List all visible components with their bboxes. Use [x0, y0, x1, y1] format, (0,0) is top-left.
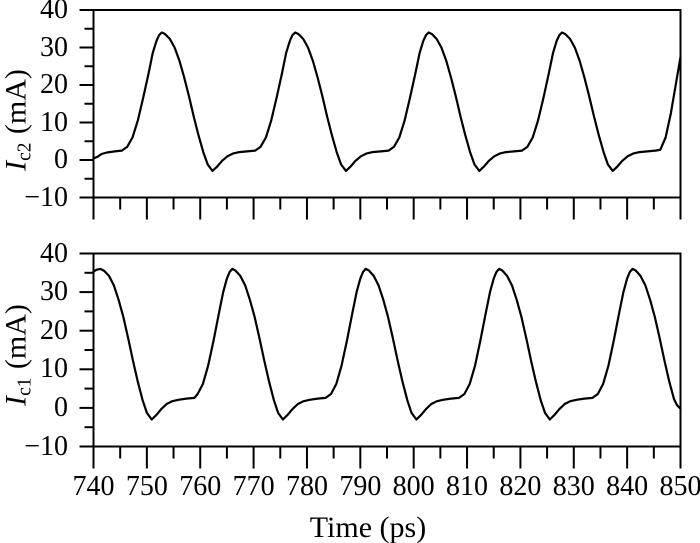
- y-tick-label-ic1: 40: [40, 237, 68, 269]
- y-tick-label-ic1: 10: [40, 353, 68, 385]
- y-tick-label-ic1: −10: [24, 430, 68, 462]
- y-tick-label-ic2: 10: [40, 106, 68, 138]
- x-tick-label: 810: [446, 471, 489, 502]
- x-tick-label: 740: [72, 471, 115, 502]
- y-tick-label-ic2: 20: [40, 69, 68, 100]
- y-tick-label-ic2: −10: [24, 181, 68, 213]
- x-tick-label: 770: [232, 471, 275, 502]
- x-tick-label: 840: [606, 471, 649, 502]
- curve-ic1: [92, 267, 682, 421]
- curve-ic2: [92, 31, 682, 172]
- y-tick-label-ic1: 0: [54, 391, 68, 423]
- x-tick-label: 790: [339, 471, 382, 502]
- y-tick-label-ic2: 0: [54, 144, 68, 175]
- x-tick-label: 750: [125, 471, 168, 502]
- x-tick-label: 830: [552, 471, 595, 502]
- plot-frame-ic2: [92, 9, 682, 199]
- y-tick-label-ic1: 30: [40, 276, 68, 308]
- x-tick-label: 820: [499, 471, 542, 502]
- x-tick-label: 760: [179, 471, 222, 502]
- y-tick-label-ic2: 30: [40, 31, 68, 63]
- x-tick-label: 780: [285, 471, 328, 502]
- plot-frame-ic1: [92, 252, 682, 448]
- y-tick-label-ic1: 20: [40, 314, 68, 346]
- x-tick-label: 850: [659, 471, 700, 502]
- x-tick-label: 800: [392, 471, 435, 502]
- y-tick-label-ic2: 40: [40, 0, 68, 25]
- x-axis-title: Time (ps): [309, 511, 427, 543]
